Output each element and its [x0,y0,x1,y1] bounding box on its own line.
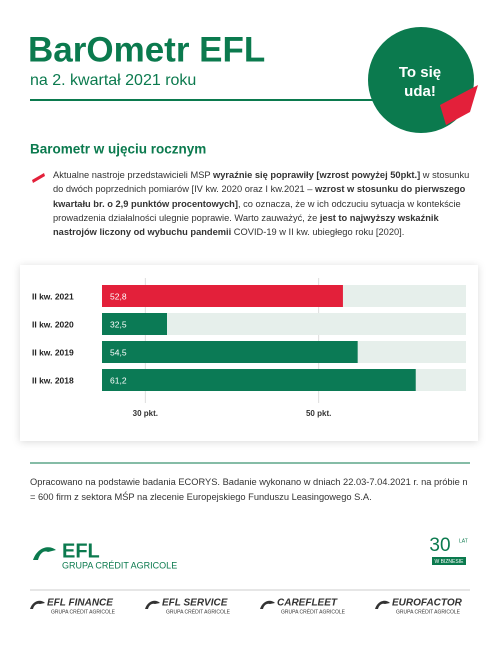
subtitle: na 2. kwartał 2021 roku [30,72,196,89]
text-run: COVID-19 w II kw. ubiegłego roku [2020]. [231,227,405,238]
text-run: Aktualne nastroje przedstawicieli MSP [53,170,214,180]
anniv-bar [432,557,466,565]
anniv-number: 30 [429,535,450,556]
slash [32,173,45,183]
value-label: 61,2 [110,375,127,385]
y-tick-label: II kw. 2019 [32,347,74,357]
y-tick-label: II kw. 2021 [32,291,74,301]
brand-group: GRUPA CRÉDIT AGRICOLE [51,608,116,615]
y-tick-label: II kw. 2020 [32,319,74,329]
brand-mark [30,600,45,609]
emphasis: wyraźnie się poprawiły [wzrost powyżej 5… [213,170,421,180]
value-label: 52,8 [110,291,127,301]
bar-track [102,313,466,335]
section-heading: Barometr w ujęciu rocznym [30,142,206,157]
brand-name: EUROFACTOR [392,598,463,609]
bar [102,369,416,391]
chart: 30 pkt. 50 pkt. II kw. 2021 52,8 II kw. 2020… [32,278,466,418]
brand-group: GRUPA CRÉDIT AGRICOLE [281,608,346,615]
anniv-lat: LAT [459,538,468,544]
title: BarOmetr EFL [28,30,265,69]
badge-text: uda! [404,83,436,100]
brand-group: GRUPA CRÉDIT AGRICOLE [166,608,231,615]
logo-mark [33,547,56,560]
x-tick-label: 30 pkt. [133,409,158,418]
brand-name: CAREFLEET [277,598,338,609]
brand-name: EFL SERVICE [162,598,228,609]
emphasis: wzrost w stosunku do pierwszego kwartału… [53,184,466,209]
value-label: 32,5 [110,319,127,329]
logo-group: GRUPA CRÉDIT AGRICOLE [62,560,177,570]
badge-text: To się [399,64,441,81]
emphasis: jest to najwyższy wskaźnik nastrojów lic… [53,212,439,238]
footnote: Opracowano na podstawie badania ECORYS. … [30,477,468,502]
text-run: w stosunku do dwóch poprzednich pomiarów… [53,170,470,195]
bar [102,285,343,307]
brand-mark [260,600,275,609]
logo-main: EFL [62,540,100,562]
paragraph: Aktualne nastroje przedstawicieli MSP wy… [53,168,473,239]
x-tick-label: 50 pkt. [306,409,331,418]
anniv-caption: W BIZNESIE [435,559,465,565]
brand-group: GRUPA CRÉDIT AGRICOLE [396,608,461,615]
brand-mark [375,600,390,609]
ribbon [440,85,478,125]
bar [102,313,167,335]
text-run: , co oznacza, że w ich odczuciu sytuacja… [53,198,461,223]
brand-name: EFL FINANCE [47,598,113,609]
y-tick-label: II kw. 2018 [32,375,74,385]
brand-mark [145,600,160,609]
value-label: 54,5 [110,347,127,357]
bar [102,341,358,363]
